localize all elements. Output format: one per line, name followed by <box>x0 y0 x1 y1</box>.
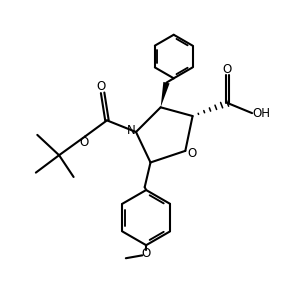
Text: O: O <box>187 147 196 160</box>
Text: O: O <box>97 80 106 93</box>
Text: O: O <box>141 246 150 260</box>
Text: O: O <box>79 136 88 149</box>
Polygon shape <box>161 82 169 107</box>
Text: O: O <box>223 63 232 76</box>
Text: N: N <box>126 124 135 137</box>
Text: OH: OH <box>252 107 270 120</box>
